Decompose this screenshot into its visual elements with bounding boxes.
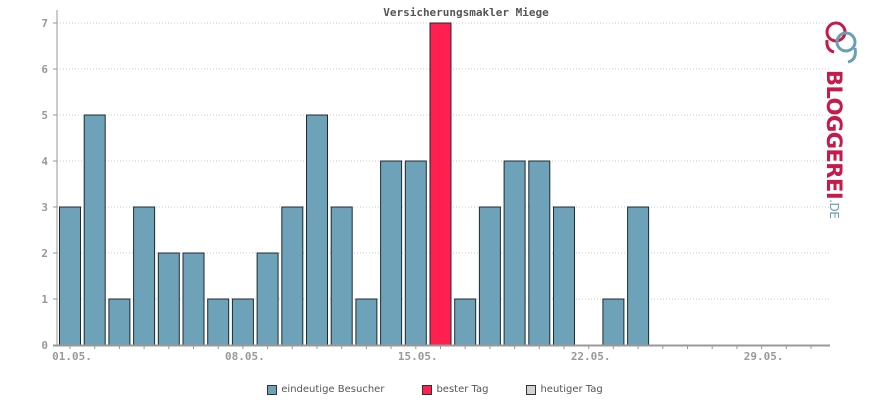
y-axis-ticks: 0 1 2 3 4 5 6 7 (41, 17, 57, 352)
legend-label-today: heutiger Tag (540, 384, 603, 395)
legend-swatch-today (526, 384, 537, 395)
bar-day (330, 206, 353, 346)
bar-day (478, 206, 501, 346)
bar-day (602, 298, 625, 346)
bar-day (256, 252, 279, 346)
chart-legend: eindeutige Besucher bester Tag heutiger … (0, 384, 870, 395)
legend-label-best-day: bester Tag (436, 384, 489, 395)
bars (59, 22, 650, 346)
axes (53, 10, 830, 347)
legend-item-unique-visitors: eindeutige Besucher (267, 384, 384, 395)
bloggerei-logo (812, 18, 870, 218)
bar-day (281, 206, 304, 346)
y-tick-label: 4 (41, 155, 48, 168)
x-tick-label: 29.05. (744, 350, 784, 363)
y-tick-label: 0 (41, 339, 48, 352)
x-tick-label: 22.05. (571, 350, 611, 363)
bar-day (528, 160, 551, 346)
x-tick-label: 15.05. (398, 350, 438, 363)
bar-best-day (429, 22, 452, 346)
x-tick-label: 01.05. (52, 350, 92, 363)
x-tick-label: 08.05. (225, 350, 265, 363)
y-tick-label: 2 (41, 247, 48, 260)
bar-day (380, 160, 403, 346)
chart-title: Versicherungsmakler Miege (383, 6, 549, 19)
bar-day (231, 298, 254, 346)
legend-swatch-unique-visitors (267, 384, 278, 395)
bar-day (182, 252, 205, 346)
legend-item-best-day: bester Tag (422, 384, 488, 395)
legend-swatch-best-day (422, 384, 433, 395)
y-tick-label: 5 (41, 109, 48, 122)
bar-day (306, 114, 328, 346)
bar-day (59, 206, 81, 346)
logo-icon (825, 21, 857, 64)
bar-day (454, 298, 477, 346)
bar-day (503, 160, 526, 346)
y-tick-label: 3 (41, 201, 48, 214)
bar-day (553, 206, 575, 346)
logo-wordmark: BLOGGEREI.DE (822, 70, 846, 219)
bar-day (404, 160, 427, 346)
bar-day (355, 298, 378, 346)
bar-day (83, 114, 106, 346)
legend-label-unique-visitors: eindeutige Besucher (281, 384, 385, 395)
bar-day (108, 298, 131, 346)
legend-item-today: heutiger Tag (526, 384, 603, 395)
logo-name: BLOGGEREI (822, 70, 846, 200)
bar-day (627, 206, 650, 346)
bar-day (207, 298, 230, 346)
bar-day (133, 206, 156, 346)
logo-tld: .DE (827, 199, 841, 219)
y-tick-label: 7 (41, 17, 48, 30)
x-axis-ticks: 01.05. 08.05. 15.05. 22.05. 29.05. (52, 345, 812, 363)
y-tick-label: 1 (41, 293, 48, 306)
bar-day (157, 252, 180, 346)
y-tick-label: 6 (41, 63, 48, 76)
